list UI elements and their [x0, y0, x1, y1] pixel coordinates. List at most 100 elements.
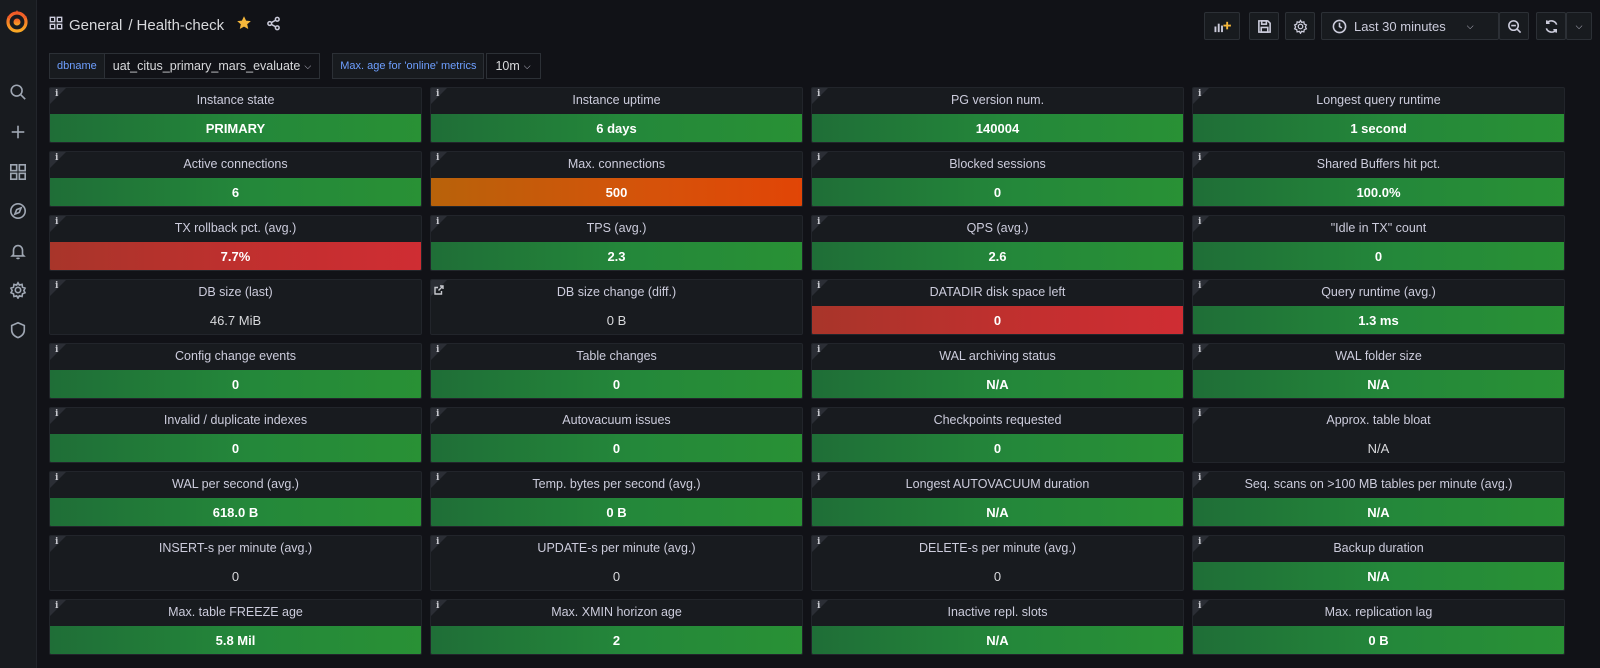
- refresh-button[interactable]: [1536, 12, 1566, 40]
- info-icon[interactable]: i: [1198, 409, 1202, 419]
- panel-title[interactable]: Checkpoints requested: [933, 413, 1062, 427]
- favorite-star-icon[interactable]: [236, 15, 252, 35]
- panel-title[interactable]: PG version num.: [950, 93, 1045, 107]
- stat-panel[interactable]: i TPS (avg.) 2.3: [430, 215, 803, 271]
- info-icon[interactable]: i: [55, 537, 59, 547]
- info-icon[interactable]: i: [1198, 473, 1202, 483]
- info-icon[interactable]: i: [436, 217, 440, 227]
- panel-title[interactable]: Table changes: [576, 349, 657, 363]
- stat-panel[interactable]: i Shared Buffers hit pct. 100.0%: [1192, 151, 1565, 207]
- add-panel-button[interactable]: [1204, 12, 1240, 40]
- stat-panel[interactable]: i Table changes 0: [430, 343, 803, 399]
- panel-title[interactable]: INSERT-s per minute (avg.): [158, 541, 313, 555]
- panel-title[interactable]: Seq. scans on >100 MB tables per minute …: [1244, 477, 1513, 491]
- info-icon[interactable]: i: [55, 601, 59, 611]
- stat-panel[interactable]: i Active connections 6: [49, 151, 422, 207]
- stat-panel[interactable]: i PG version num. 140004: [811, 87, 1184, 143]
- panel-title[interactable]: DATADIR disk space left: [929, 285, 1066, 299]
- create-plus-icon[interactable]: [7, 121, 29, 143]
- info-icon[interactable]: i: [55, 217, 59, 227]
- panel-title[interactable]: Longest AUTOVACUUM duration: [905, 477, 1090, 491]
- stat-panel[interactable]: i Temp. bytes per second (avg.) 0 B: [430, 471, 803, 527]
- info-icon[interactable]: i: [817, 153, 821, 163]
- stat-panel[interactable]: i DB size (last) 46.7 MiB: [49, 279, 422, 335]
- info-icon[interactable]: i: [436, 537, 440, 547]
- panel-title[interactable]: Approx. table bloat: [1326, 413, 1431, 427]
- panel-title[interactable]: TX rollback pct. (avg.): [174, 221, 297, 235]
- stat-panel[interactable]: i Max. replication lag 0 B: [1192, 599, 1565, 655]
- search-icon[interactable]: [7, 81, 29, 103]
- configuration-gear-icon[interactable]: [7, 279, 29, 301]
- stat-panel[interactable]: i TX rollback pct. (avg.) 7.7%: [49, 215, 422, 271]
- panel-title[interactable]: UPDATE-s per minute (avg.): [537, 541, 696, 555]
- dashboards-icon[interactable]: [7, 161, 29, 183]
- info-icon[interactable]: i: [817, 89, 821, 99]
- zoom-out-button[interactable]: [1499, 12, 1529, 40]
- stat-panel[interactable]: i DELETE-s per minute (avg.) 0: [811, 535, 1184, 591]
- stat-panel[interactable]: i Instance uptime 6 days: [430, 87, 803, 143]
- stat-panel[interactable]: i Approx. table bloat N/A: [1192, 407, 1565, 463]
- stat-panel[interactable]: i QPS (avg.) 2.6: [811, 215, 1184, 271]
- info-icon[interactable]: i: [817, 473, 821, 483]
- info-icon[interactable]: i: [55, 89, 59, 99]
- info-icon[interactable]: i: [817, 537, 821, 547]
- stat-panel[interactable]: i Config change events 0: [49, 343, 422, 399]
- panel-title[interactable]: Temp. bytes per second (avg.): [532, 477, 701, 491]
- variable-select-max-age[interactable]: 10m ⌵: [486, 53, 541, 79]
- alerting-bell-icon[interactable]: [7, 240, 29, 262]
- info-icon[interactable]: i: [817, 409, 821, 419]
- stat-panel[interactable]: i Checkpoints requested 0: [811, 407, 1184, 463]
- share-icon[interactable]: [266, 16, 281, 35]
- panel-title[interactable]: Blocked sessions: [949, 157, 1046, 171]
- panel-title[interactable]: Max. XMIN horizon age: [551, 605, 682, 619]
- server-admin-shield-icon[interactable]: [7, 319, 29, 341]
- info-icon[interactable]: i: [55, 409, 59, 419]
- refresh-interval-dropdown[interactable]: ⌵: [1566, 12, 1592, 40]
- info-icon[interactable]: i: [436, 345, 440, 355]
- info-icon[interactable]: i: [1198, 281, 1202, 291]
- info-icon[interactable]: i: [436, 89, 440, 99]
- info-icon[interactable]: i: [55, 281, 59, 291]
- panel-title[interactable]: WAL archiving status: [939, 349, 1056, 363]
- panel-title[interactable]: Shared Buffers hit pct.: [1316, 157, 1441, 171]
- info-icon[interactable]: i: [1198, 345, 1202, 355]
- panel-title[interactable]: Max. connections: [567, 157, 666, 171]
- stat-panel[interactable]: i Autovacuum issues 0: [430, 407, 803, 463]
- explore-compass-icon[interactable]: [7, 200, 29, 222]
- stat-panel[interactable]: i "Idle in TX" count 0: [1192, 215, 1565, 271]
- stat-panel[interactable]: i Blocked sessions 0: [811, 151, 1184, 207]
- info-icon[interactable]: i: [436, 601, 440, 611]
- info-icon[interactable]: i: [817, 281, 821, 291]
- panel-title[interactable]: Backup duration: [1333, 541, 1424, 555]
- panel-title[interactable]: DELETE-s per minute (avg.): [919, 541, 1076, 555]
- time-range-picker[interactable]: Last 30 minutes ⌵: [1321, 12, 1499, 40]
- breadcrumb-folder[interactable]: General: [69, 16, 123, 34]
- panel-title[interactable]: WAL per second (avg.): [172, 477, 299, 491]
- panel-title[interactable]: Query runtime (avg.): [1321, 285, 1436, 299]
- info-icon[interactable]: i: [1198, 153, 1202, 163]
- stat-panel[interactable]: i WAL per second (avg.) 618.0 B: [49, 471, 422, 527]
- panel-title[interactable]: Autovacuum issues: [562, 413, 671, 427]
- stat-panel[interactable]: i WAL folder size N/A: [1192, 343, 1565, 399]
- panel-title[interactable]: Longest query runtime: [1316, 93, 1441, 107]
- info-icon[interactable]: i: [55, 153, 59, 163]
- info-icon[interactable]: i: [1198, 537, 1202, 547]
- stat-panel[interactable]: i Query runtime (avg.) 1.3 ms: [1192, 279, 1565, 335]
- panel-title[interactable]: Inactive repl. slots: [947, 605, 1048, 619]
- panel-title[interactable]: Invalid / duplicate indexes: [163, 413, 308, 427]
- info-icon[interactable]: i: [436, 409, 440, 419]
- external-link-icon[interactable]: [434, 282, 444, 295]
- stat-panel[interactable]: i Longest query runtime 1 second: [1192, 87, 1565, 143]
- variable-select-dbname[interactable]: uat_citus_primary_mars_evaluate ⌵: [103, 53, 321, 79]
- stat-panel[interactable]: i Seq. scans on >100 MB tables per minute…: [1192, 471, 1565, 527]
- stat-panel[interactable]: i Invalid / duplicate indexes 0: [49, 407, 422, 463]
- info-icon[interactable]: i: [1198, 217, 1202, 227]
- dashboard-settings-button[interactable]: [1285, 12, 1315, 40]
- stat-panel[interactable]: i DATADIR disk space left 0: [811, 279, 1184, 335]
- stat-panel[interactable]: i Backup duration N/A: [1192, 535, 1565, 591]
- info-icon[interactable]: i: [817, 601, 821, 611]
- info-icon[interactable]: i: [817, 345, 821, 355]
- grafana-logo-icon[interactable]: [4, 8, 30, 34]
- stat-panel[interactable]: i WAL archiving status N/A: [811, 343, 1184, 399]
- stat-panel[interactable]: i INSERT-s per minute (avg.) 0: [49, 535, 422, 591]
